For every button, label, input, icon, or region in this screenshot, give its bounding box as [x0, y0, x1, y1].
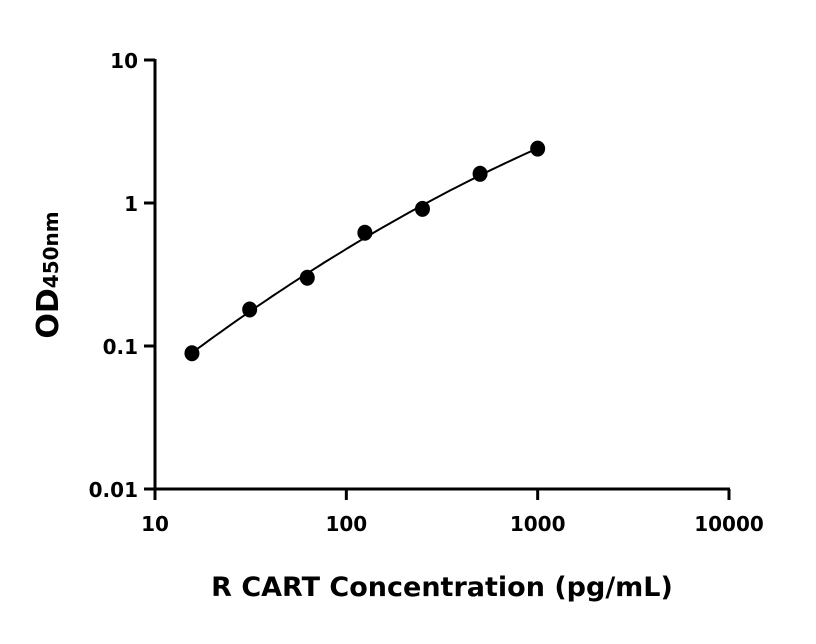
x-tick-label: 100	[325, 512, 367, 536]
y-axis-label: OD450nm	[31, 211, 66, 338]
data-point	[530, 140, 546, 157]
y-tick-label: 0.1	[103, 335, 138, 359]
x-axis-label: R CART Concentration (pg/mL)	[211, 572, 673, 603]
data-point	[242, 301, 258, 318]
y-axis-label-sub: 450nm	[39, 211, 63, 288]
data-point	[414, 200, 430, 217]
x-tick-label: 1000	[510, 512, 566, 536]
x-tick-label: 10000	[694, 512, 764, 536]
y-tick-label: 1	[124, 192, 138, 216]
data-point	[357, 224, 373, 241]
fit-curve	[191, 147, 539, 354]
y-tick-label: 10	[110, 49, 138, 73]
data-point	[184, 345, 200, 362]
y-axis-label-main: OD	[31, 288, 66, 338]
data-point	[299, 269, 315, 286]
data-point	[472, 165, 488, 182]
y-tick-label: 0.01	[89, 478, 138, 502]
x-tick-label: 10	[141, 512, 169, 536]
